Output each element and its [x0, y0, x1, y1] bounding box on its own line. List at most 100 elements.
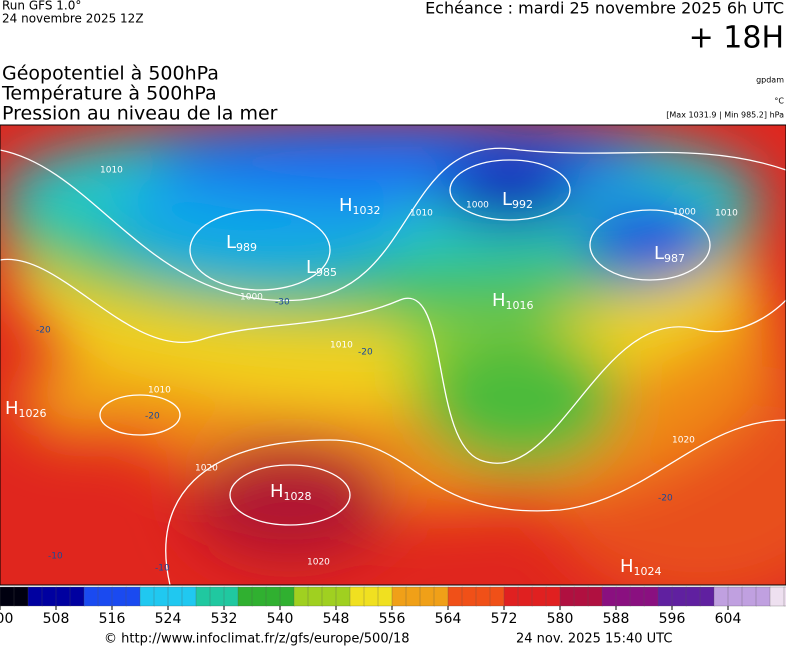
pressure-center: L985 [306, 257, 337, 279]
colorbar-cell [755, 586, 771, 607]
colorbar-cell [279, 586, 295, 607]
colorbar-cell [111, 586, 127, 607]
center-letter: L [306, 257, 316, 278]
colorbar-cell [699, 586, 715, 607]
colorbar-tick-label: 516 [99, 611, 126, 627]
title-2: Température à 500hPa [1, 83, 217, 105]
colorbar-cell [69, 586, 85, 607]
colorbar-cell [461, 586, 477, 607]
colorbar-cell [139, 586, 155, 607]
colorbar-tick-label: 564 [435, 611, 462, 627]
colorbar-tick-label: 604 [715, 611, 742, 627]
generated-time: 24 nov. 2025 15:40 UTC [516, 632, 672, 647]
center-value: 987 [664, 252, 685, 265]
colorbar-cell [27, 586, 43, 607]
colorbar-cell [545, 586, 561, 607]
colorbar-cell [13, 586, 29, 607]
colorbar-cell [629, 586, 645, 607]
colorbar-cell [377, 586, 393, 607]
colorbar-cell [573, 586, 589, 607]
colorbar-cell [615, 586, 631, 607]
colorbar-cell [209, 586, 225, 607]
colorbar-cell [433, 586, 449, 607]
isobar-label: 1010 [715, 209, 738, 219]
run-label: Run GFS 1.0° [2, 0, 81, 13]
center-letter: L [502, 189, 512, 210]
map-field [0, 125, 786, 585]
colorbar: 500 508 516 524 532 540 548 556 564 572 580 588 596 6… [0, 586, 786, 627]
temperature-label: -30 [275, 298, 290, 308]
center-letter: H [620, 556, 634, 577]
map-frame [0, 124, 786, 586]
center-letter: H [5, 398, 19, 419]
center-letter: H [339, 195, 353, 216]
temperature-label: -10 [48, 552, 63, 562]
colorbar-cell [251, 586, 267, 607]
colorbar-cell [223, 586, 239, 607]
isobar-label: 1010 [148, 386, 171, 396]
colorbar-tick-label: 588 [603, 611, 630, 627]
pressure-center: L987 [654, 243, 685, 265]
colorbar-cell [783, 586, 786, 607]
center-letter: L [654, 243, 664, 264]
colorbar-cell [489, 586, 505, 607]
colorbar-tick-label: 580 [547, 611, 574, 627]
colorbar-cell [741, 586, 757, 607]
unit-celsius: °C [774, 97, 784, 106]
colorbar-cell [405, 586, 421, 607]
temperature-label: -10 [155, 564, 170, 574]
colorbar-cell [237, 586, 253, 607]
center-letter: H [270, 481, 284, 502]
colorbar-tick-label: 548 [323, 611, 350, 627]
colorbar-cell [517, 586, 533, 607]
center-value: 1028 [284, 490, 312, 503]
colorbar-tick-label: 508 [43, 611, 70, 627]
temperature-label: -20 [358, 348, 373, 358]
colorbar-cell [83, 586, 99, 607]
colorbar-cell [293, 586, 309, 607]
colorbar-tick-label: 500 [0, 611, 13, 627]
temperature-label: -20 [36, 326, 51, 336]
pressure-range: [Max 1031.9 | Min 985.2] hPa [666, 111, 784, 120]
colorbar-tick-label: 556 [379, 611, 406, 627]
valid-time: Echéance : mardi 25 novembre 2025 6h UTC [425, 0, 784, 18]
colorbar-cell [685, 586, 701, 607]
colorbar-cell [475, 586, 491, 607]
colorbar-cell [391, 586, 407, 607]
run-date: 24 novembre 2025 12Z [2, 12, 144, 26]
colorbar-cell [167, 586, 183, 607]
colorbar-cell [769, 586, 785, 607]
isobar-label: 1000 [466, 201, 489, 211]
colorbar-cell [41, 586, 57, 607]
isobar-label: 1000 [673, 208, 696, 218]
colorbar-cell [181, 586, 197, 607]
colorbar-cell [335, 586, 351, 607]
colorbar-cell [559, 586, 575, 607]
colorbar-cell [265, 586, 281, 607]
colorbar-cell [643, 586, 659, 607]
isobar-label: 1010 [100, 166, 123, 176]
pressure-center: H1026 [5, 398, 47, 420]
center-letter: H [492, 290, 506, 311]
colorbar-cell [195, 586, 211, 607]
center-value: 992 [512, 198, 533, 211]
colorbar-tick-label: 524 [155, 611, 182, 627]
center-letter: L [226, 232, 236, 253]
pressure-center: H1016 [492, 290, 534, 312]
center-value: 1024 [634, 565, 662, 578]
colorbar-cell [447, 586, 463, 607]
isobar-label: 1010 [330, 341, 353, 351]
colorbar-cell [55, 586, 71, 607]
center-value: 1032 [353, 204, 381, 217]
center-value: 1016 [506, 299, 534, 312]
colorbar-cell [601, 586, 617, 607]
colorbar-cell [531, 586, 547, 607]
isobar-label: 1020 [307, 558, 330, 568]
colorbar-cell [349, 586, 365, 607]
colorbar-cell [587, 586, 603, 607]
colorbar-cell [153, 586, 169, 607]
temperature-label: -20 [145, 412, 160, 422]
colorbar-cell [419, 586, 435, 607]
isobars [0, 147, 786, 585]
